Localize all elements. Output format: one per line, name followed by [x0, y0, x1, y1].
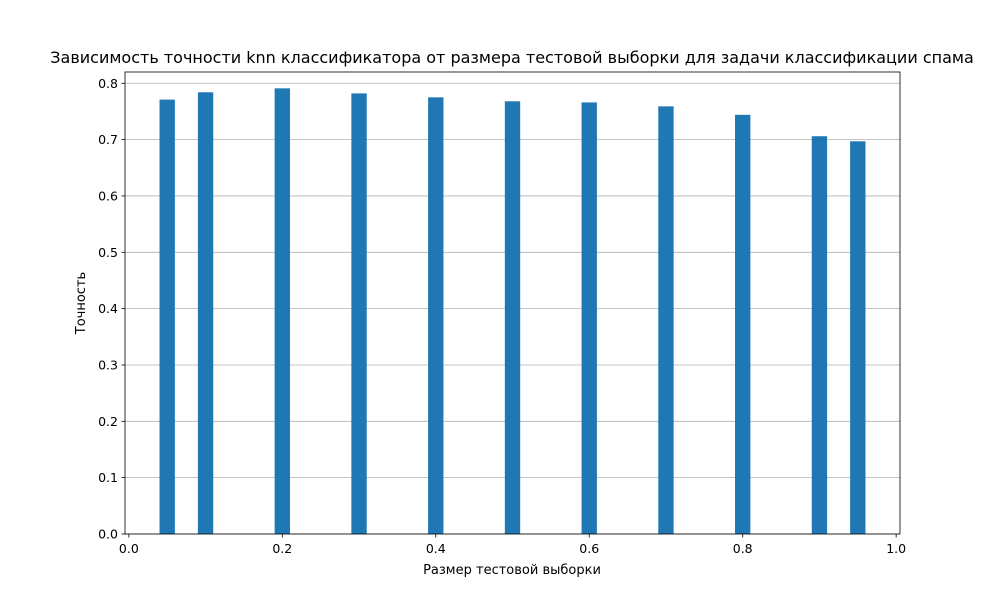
y-tick-label: 0.1: [98, 470, 118, 485]
y-tick-label: 0.8: [98, 76, 118, 91]
bar: [351, 93, 367, 534]
y-tick-label: 0.2: [98, 414, 118, 429]
y-axis-label: Точность: [74, 272, 89, 335]
y-tick-label: 0.4: [98, 301, 118, 316]
bar: [658, 106, 674, 535]
x-tick-label: 0.2: [272, 541, 292, 556]
x-tick-label: 0.6: [579, 541, 599, 556]
bar: [811, 136, 828, 535]
x-axis-ticks: 0.0 0.2 0.4 0.6 0.8 1.0: [119, 534, 906, 556]
bar: [504, 101, 521, 535]
x-tick-label: 0.8: [733, 541, 753, 556]
bar: [274, 88, 290, 535]
bar: [735, 114, 751, 534]
bar: [581, 102, 597, 535]
y-axis-ticks: 0.0 0.1 0.2 0.3 0.4 0.5 0.6 0.7 0.8: [98, 76, 125, 542]
y-tick-label: 0.0: [98, 527, 118, 542]
bar: [159, 99, 175, 535]
plot-frame: [124, 71, 901, 535]
x-tick-label: 0.0: [119, 541, 139, 556]
bar: [850, 141, 866, 535]
chart-title: Зависимость точности knn классификатора …: [50, 48, 974, 67]
y-tick-label: 0.3: [98, 357, 118, 372]
y-tick-label: 0.6: [98, 188, 118, 203]
bar: [197, 92, 214, 534]
y-tick-label: 0.7: [98, 132, 118, 147]
bars: [159, 88, 866, 535]
bar: [428, 97, 444, 534]
x-tick-label: 0.4: [426, 541, 446, 556]
x-tick-label: 1.0: [886, 541, 906, 556]
y-tick-label: 0.5: [98, 245, 118, 260]
x-axis-label: Размер тестовой выборки: [423, 563, 601, 578]
